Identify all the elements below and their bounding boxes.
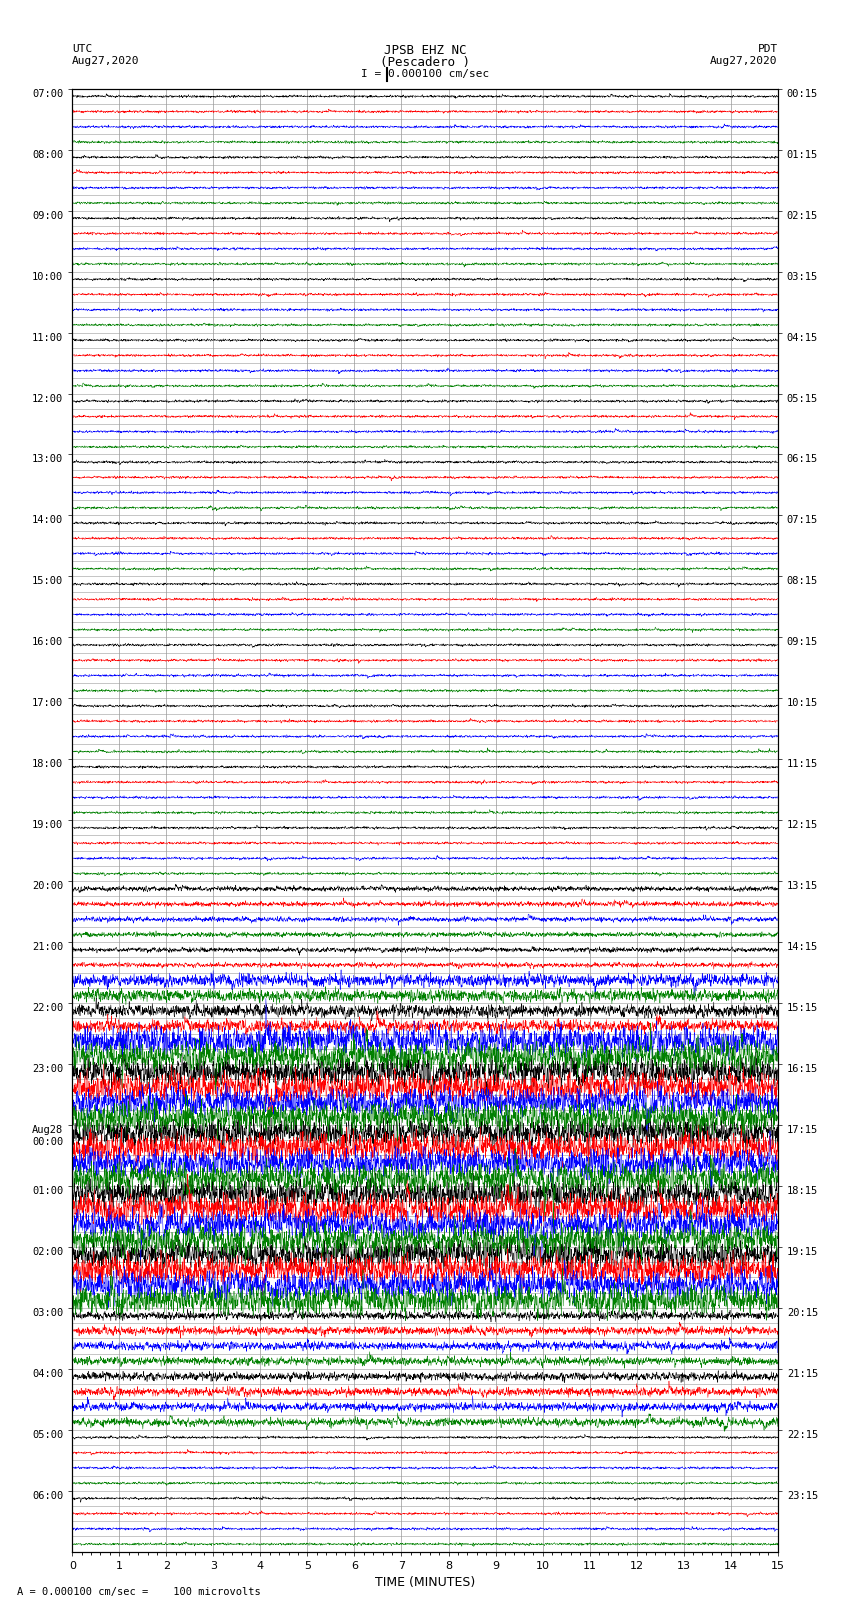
Text: PDT: PDT <box>757 44 778 53</box>
X-axis label: TIME (MINUTES): TIME (MINUTES) <box>375 1576 475 1589</box>
Text: JPSB EHZ NC: JPSB EHZ NC <box>383 44 467 56</box>
Text: UTC: UTC <box>72 44 93 53</box>
Text: Aug27,2020: Aug27,2020 <box>72 56 139 66</box>
Text: I = 0.000100 cm/sec: I = 0.000100 cm/sec <box>361 69 489 79</box>
Text: A = 0.000100 cm/sec =    100 microvolts: A = 0.000100 cm/sec = 100 microvolts <box>17 1587 261 1597</box>
Text: Aug27,2020: Aug27,2020 <box>711 56 778 66</box>
Text: (Pescadero ): (Pescadero ) <box>380 56 470 69</box>
